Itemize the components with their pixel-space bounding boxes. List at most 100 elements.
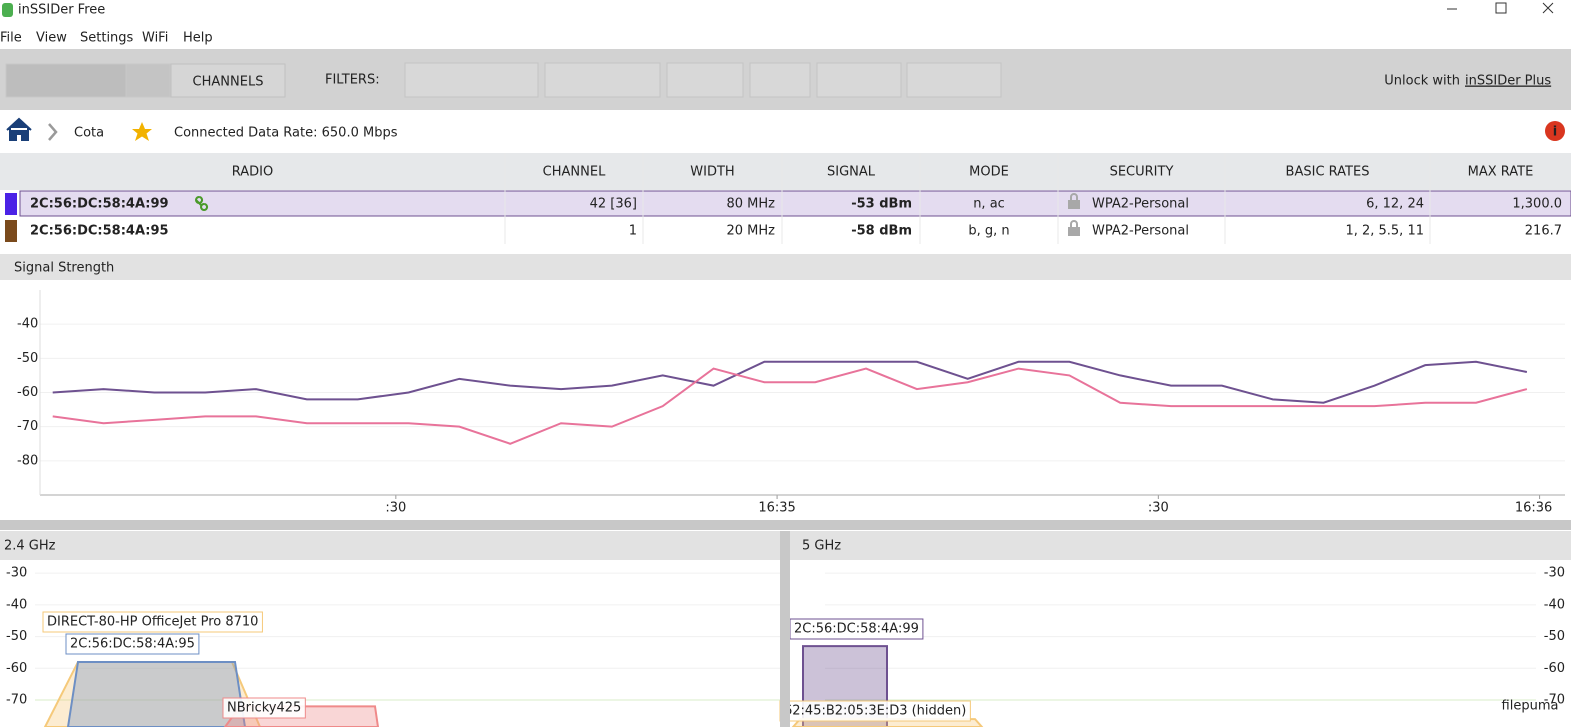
filter-button[interactable] [816,62,902,98]
lock-icon [1068,200,1080,209]
y-tick-label: -50 [6,629,27,644]
y-tick-label: -60 [1544,661,1565,676]
networks-tab[interactable] [5,63,127,98]
filter-input[interactable] [404,62,539,98]
signal-chart-title: Signal Strength [14,261,114,276]
row-color-swatch [5,220,17,242]
menu-item[interactable]: View [36,31,67,46]
table-cell: 1, 2, 5.5, 11 [1345,224,1424,239]
table-cell: -58 dBm [851,224,912,239]
close-button[interactable] [1542,2,1554,14]
menu-item[interactable]: WiFi [142,31,168,46]
band-header [790,531,1571,560]
y-tick-label: -50 [17,351,38,366]
band-title: 5 GHz [802,539,841,554]
splitter[interactable] [0,520,1571,530]
table-cell: 6, 12, 24 [1366,197,1424,212]
x-tick-label: :30 [385,501,406,516]
y-tick-label: -40 [6,597,27,612]
network-label[interactable]: 2C:56:DC:58:4A:99 [794,622,919,637]
lock-icon [1068,227,1080,236]
y-tick-label: -60 [17,385,38,400]
network-shape [66,660,247,727]
channels-tab-label: CHANNELS [193,75,264,90]
watermark: filepuma [1502,699,1559,714]
y-tick-label: -30 [1544,566,1565,581]
unlock-link[interactable]: inSSIDer Plus [1465,74,1551,89]
y-tick-label: -40 [17,317,38,332]
star-tab[interactable] [125,63,171,98]
channels-tab[interactable] [170,63,286,98]
table-cell: 2C:56:DC:58:4A:95 [30,224,169,239]
filter-button[interactable] [906,62,1002,98]
app-icon [2,3,13,17]
column-header[interactable]: SECURITY [1110,165,1174,180]
column-header[interactable]: WIDTH [690,165,734,180]
connection-status: Connected Data Rate: 650.0 Mbps [174,126,398,141]
y-tick-label: -30 [6,566,27,581]
x-tick-label: 16:36 [1515,501,1552,516]
y-tick-label: -50 [1544,629,1565,644]
table-row[interactable] [0,218,1571,244]
network-label[interactable]: 62:45:B2:05:3E:D3 (hidden) [784,704,966,719]
column-header[interactable]: MAX RATE [1468,165,1534,180]
info-icon-glyph: i [1553,125,1557,140]
menu-item[interactable]: File [0,31,22,46]
section-header [0,254,1571,280]
y-tick-label: -80 [17,453,38,468]
network-label[interactable]: 2C:56:DC:58:4A:95 [70,637,195,652]
maximize-button[interactable] [1495,2,1507,14]
column-header[interactable]: BASIC RATES [1286,165,1370,180]
table-cell: 216.7 [1525,224,1562,239]
row-color-swatch [5,193,17,215]
table-cell: 80 MHz [727,197,776,212]
network-name: Cota [74,126,104,141]
unlock-text: Unlock with [1384,74,1460,89]
selected-row[interactable] [19,190,1571,217]
table-header [0,153,1571,190]
home-icon[interactable] [6,117,32,141]
x-tick-label: :30 [1148,501,1169,516]
filter-button[interactable] [749,62,811,98]
table-cell: WPA2-Personal [1092,197,1189,212]
table-cell: -53 dBm [851,197,912,212]
y-tick-label: -40 [1544,597,1565,612]
network-label[interactable]: DIRECT-80-HP OfficeJet Pro 8710 [47,615,258,630]
favorite-star[interactable] [132,122,152,141]
window-title: inSSIDer Free [18,3,105,18]
network-label-box [65,633,200,655]
filter-button[interactable] [544,62,661,98]
menu-bar [0,26,1571,48]
title-bar [0,0,1571,22]
signal-line [52,360,1528,404]
network-label[interactable]: NBricky425 [227,701,301,716]
table-cell: 1,300.0 [1512,197,1562,212]
menu-item[interactable]: Settings [80,31,134,46]
band-header [0,531,780,560]
band-title: 2.4 GHz [4,539,56,554]
column-header[interactable]: SIGNAL [827,165,876,180]
y-tick-label: -70 [6,693,27,708]
table-cell: b, g, n [968,224,1009,239]
table-cell: WPA2-Personal [1092,224,1189,239]
table-cell: 20 MHz [727,224,776,239]
table-cell: n, ac [973,197,1005,212]
filter-button[interactable] [666,62,744,98]
network-label-box [42,611,263,633]
y-tick-label: -60 [6,661,27,676]
x-tick-label: 16:35 [758,501,795,516]
column-header[interactable]: CHANNEL [543,165,606,180]
column-header[interactable]: RADIO [232,165,273,180]
menu-item[interactable]: Help [183,31,213,46]
table-cell: 42 [36] [590,197,637,212]
lock-shackle [1070,220,1078,227]
signal-line [52,367,1528,445]
column-header[interactable]: MODE [969,165,1009,180]
breadcrumb-separator [48,123,58,141]
network-label-box [222,697,306,719]
band-splitter [780,531,790,727]
info-icon[interactable] [1545,121,1565,141]
y-tick-label: -70 [1544,693,1565,708]
table-cell: 1 [629,224,637,239]
